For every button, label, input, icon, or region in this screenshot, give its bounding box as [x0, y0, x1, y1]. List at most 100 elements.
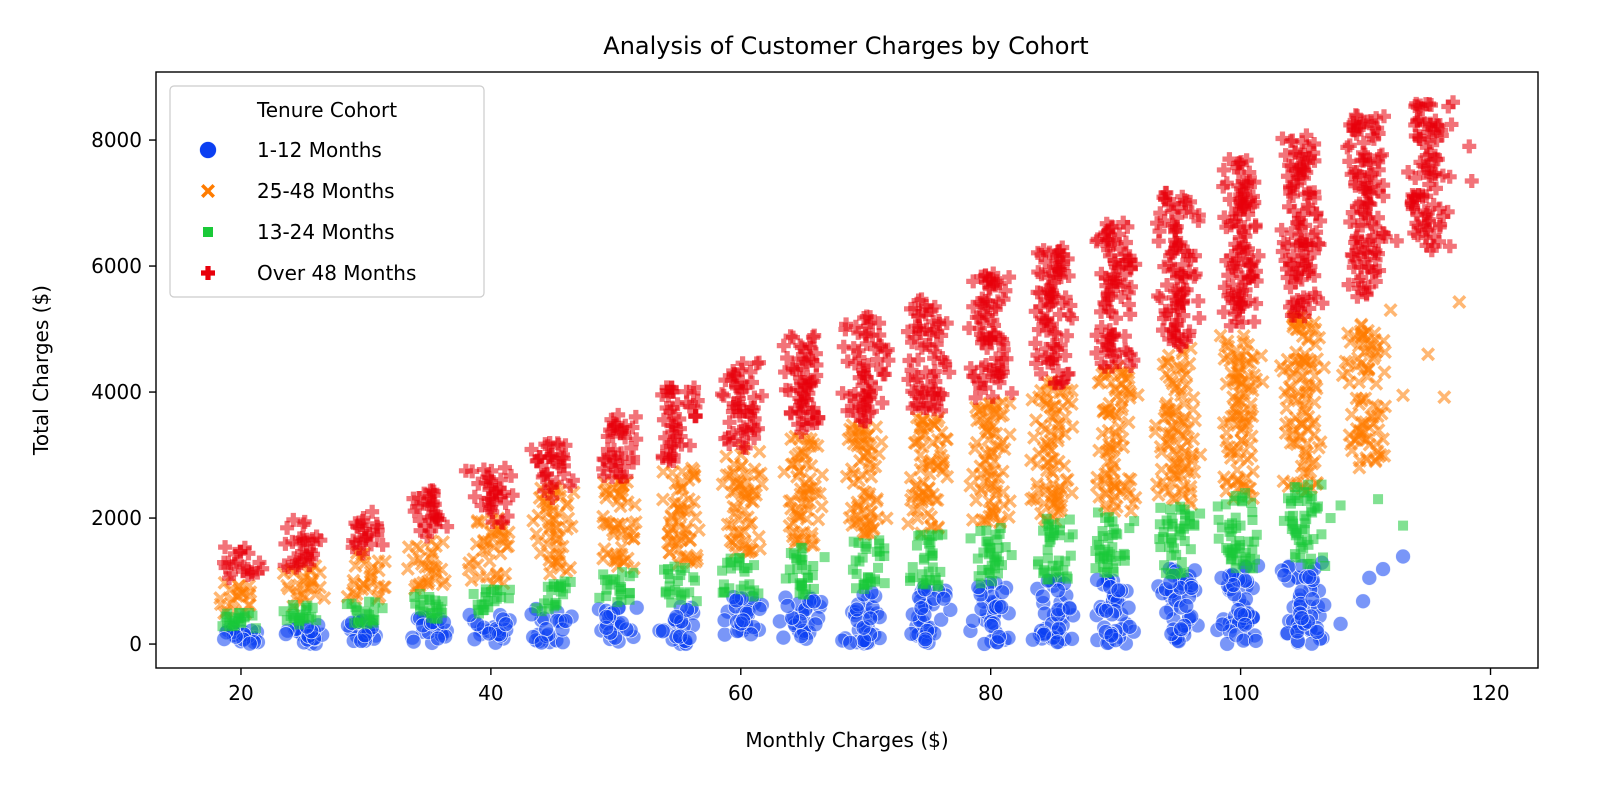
data-point	[1162, 438, 1177, 453]
data-point	[1362, 437, 1377, 452]
data-point	[1216, 162, 1231, 177]
data-point	[727, 368, 742, 383]
data-point	[739, 566, 750, 577]
data-point	[751, 600, 768, 617]
data-point	[1369, 376, 1384, 391]
data-point	[600, 574, 611, 585]
data-point	[927, 562, 938, 573]
data-point	[1217, 280, 1232, 295]
data-point	[1359, 245, 1374, 260]
data-point	[1283, 493, 1294, 504]
data-point	[984, 542, 995, 553]
data-point	[1099, 216, 1114, 231]
data-point	[489, 596, 500, 607]
data-point	[863, 389, 878, 404]
data-point	[1311, 503, 1322, 514]
data-point	[675, 570, 686, 581]
data-point	[928, 374, 943, 389]
data-point	[1004, 386, 1019, 401]
data-point	[717, 565, 728, 576]
data-point	[730, 395, 745, 410]
data-point	[1368, 219, 1383, 234]
data-point	[1065, 550, 1076, 561]
data-point	[1178, 597, 1195, 614]
data-point	[969, 310, 984, 325]
data-point	[902, 353, 917, 368]
data-point	[1114, 290, 1129, 305]
data-point	[406, 553, 421, 568]
data-point	[840, 403, 855, 418]
data-point	[1230, 251, 1245, 266]
x-tick-label: 20	[228, 681, 253, 705]
data-point	[1228, 213, 1243, 228]
data-point	[224, 621, 235, 632]
data-point	[856, 366, 871, 381]
data-point	[485, 504, 500, 519]
data-point	[1292, 482, 1303, 493]
legend-label: 25-48 Months	[257, 179, 395, 203]
data-point	[965, 512, 980, 527]
data-point	[1157, 532, 1168, 543]
data-point	[684, 461, 699, 476]
data-point	[1120, 219, 1135, 234]
data-point	[1176, 282, 1191, 297]
data-point	[1283, 280, 1298, 295]
data-point	[418, 606, 429, 617]
data-point	[476, 533, 491, 548]
data-point	[553, 582, 564, 593]
data-point	[1060, 367, 1075, 382]
data-point	[743, 364, 758, 379]
data-point	[1097, 526, 1108, 537]
data-point	[1059, 328, 1074, 343]
data-point	[1305, 493, 1316, 504]
data-point	[1365, 229, 1380, 244]
data-point	[497, 460, 512, 475]
data-point	[1312, 237, 1327, 252]
data-point	[1225, 278, 1240, 293]
data-point	[1051, 620, 1067, 637]
data-point	[980, 424, 995, 439]
data-point	[1408, 170, 1423, 185]
data-point	[489, 567, 504, 582]
data-point	[252, 555, 267, 570]
data-point	[904, 363, 919, 378]
data-point	[628, 409, 643, 424]
data-point	[1362, 185, 1377, 200]
data-point	[1290, 215, 1305, 230]
data-point	[1102, 554, 1113, 565]
data-point	[1170, 568, 1181, 579]
data-point	[978, 293, 993, 308]
data-point	[842, 634, 859, 651]
data-point	[1116, 277, 1131, 292]
data-point	[1166, 532, 1177, 543]
data-point	[1039, 292, 1054, 307]
data-point	[666, 454, 681, 469]
data-point	[1287, 203, 1302, 218]
data-point	[1182, 324, 1197, 339]
data-point	[737, 503, 752, 518]
data-point	[1307, 454, 1322, 469]
data-point	[1370, 121, 1385, 136]
data-point	[604, 412, 619, 427]
data-point	[542, 449, 557, 464]
data-point	[1427, 148, 1442, 163]
data-point	[539, 598, 550, 609]
data-point	[868, 341, 883, 356]
data-point	[995, 361, 1010, 376]
data-point	[1227, 518, 1238, 529]
data-point	[559, 564, 574, 579]
data-point	[627, 497, 642, 512]
data-point	[1157, 259, 1172, 274]
data-point	[626, 525, 641, 540]
data-point	[1104, 375, 1119, 390]
data-point	[1164, 462, 1179, 477]
data-point	[1368, 175, 1383, 190]
data-point	[1351, 281, 1366, 296]
data-point	[1118, 342, 1133, 357]
data-point	[991, 470, 1006, 485]
data-point	[930, 575, 941, 586]
data-point	[1223, 218, 1238, 233]
data-point	[1222, 192, 1237, 207]
data-point	[1364, 113, 1379, 128]
